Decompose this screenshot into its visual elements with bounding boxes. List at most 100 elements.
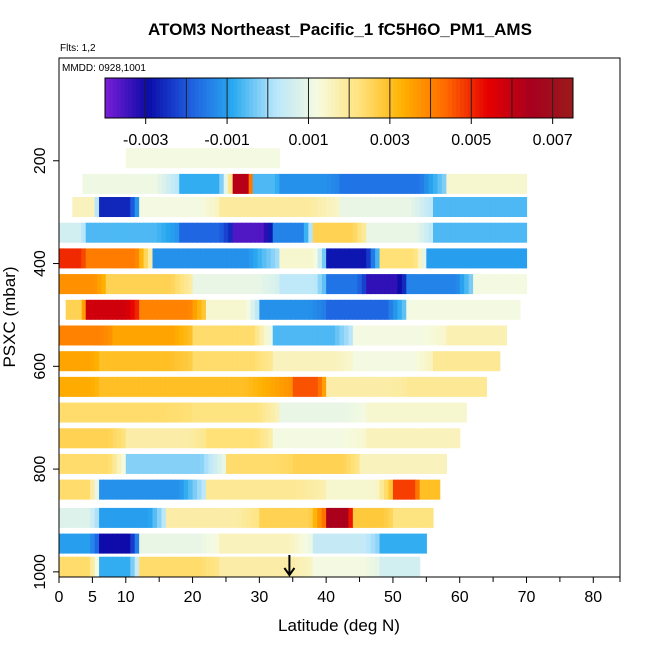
heatmap-cell	[317, 479, 323, 500]
heatmap-cell	[268, 533, 274, 554]
heatmap-cell	[290, 428, 296, 449]
heatmap-cell	[148, 533, 154, 554]
heatmap-cell	[250, 325, 256, 346]
heatmap-cell	[212, 453, 218, 474]
heatmap-cell	[366, 479, 372, 500]
heatmap-cell	[148, 479, 154, 500]
heatmap-cell	[441, 274, 447, 295]
heatmap-cell	[397, 556, 403, 577]
heatmap-cell	[299, 325, 305, 346]
heatmap-cell	[459, 274, 465, 295]
heatmap-cell	[463, 299, 469, 320]
heatmap-cell	[270, 274, 276, 295]
heatmap-cell	[201, 274, 207, 295]
heatmap-cell	[346, 453, 352, 474]
heatmap-cell	[392, 376, 398, 397]
heatmap-cell	[330, 222, 336, 243]
heatmap-cell	[359, 453, 365, 474]
heatmap-cell	[67, 325, 73, 346]
heatmap-cell	[244, 248, 250, 269]
heatmap-cell	[337, 453, 343, 474]
heatmap-cell	[313, 274, 319, 295]
heatmap-cell	[272, 299, 278, 320]
heatmap-cell	[156, 402, 163, 423]
heatmap-cell	[162, 274, 168, 295]
heatmap-cell	[197, 325, 203, 346]
heatmap-cell	[85, 453, 91, 474]
heatmap-cell	[138, 376, 144, 397]
heatmap-cell	[148, 222, 154, 243]
heatmap-cell	[370, 351, 376, 372]
heatmap-cell	[433, 274, 439, 295]
heatmap-cell	[170, 556, 176, 577]
heatmap-cell	[121, 428, 127, 449]
colorbar-swatch	[190, 78, 196, 118]
heatmap-cell	[313, 376, 319, 397]
heatmap-cell	[504, 274, 510, 295]
heatmap-cell	[99, 325, 105, 346]
heatmap-cell	[339, 222, 345, 243]
heatmap-cell	[116, 222, 122, 243]
heatmap-cell	[303, 325, 309, 346]
heatmap-cell	[179, 222, 185, 243]
heatmap-cell	[103, 197, 109, 218]
heatmap-cell	[232, 222, 238, 243]
heatmap-cell	[397, 376, 403, 397]
heatmap-cell	[357, 533, 363, 554]
heatmap-cell	[152, 351, 158, 372]
colorbar-swatch	[280, 78, 285, 118]
heatmap-cell	[116, 351, 122, 372]
heatmap-cell	[99, 299, 105, 320]
heatmap-cell	[339, 533, 345, 554]
heatmap-cell	[117, 173, 123, 194]
heatmap-cell	[156, 533, 163, 554]
heatmap-cell	[286, 197, 292, 218]
heatmap-cell	[290, 197, 296, 218]
heatmap-cell	[90, 299, 96, 320]
heatmap-cell	[481, 197, 488, 218]
heatmap-cell	[384, 222, 390, 243]
heatmap-cell	[277, 325, 283, 346]
heatmap-cell	[277, 351, 283, 372]
heatmap-cell	[103, 222, 109, 243]
heatmap-cell	[148, 428, 154, 449]
heatmap-cell	[85, 222, 91, 243]
heatmap-cell	[263, 222, 269, 243]
heatmap-cell	[59, 428, 65, 449]
heatmap-cell	[169, 376, 175, 397]
heatmap-cell	[90, 479, 96, 500]
heatmap-cell	[370, 428, 376, 449]
heatmap-cell	[259, 325, 265, 346]
heatmap-cell	[200, 248, 206, 269]
heatmap-cell	[522, 197, 528, 218]
heatmap-cell	[428, 453, 434, 474]
heatmap-cell	[296, 274, 302, 295]
heatmap-cell	[357, 299, 363, 320]
heatmap-cell	[188, 173, 194, 194]
heatmap-cell	[59, 453, 65, 474]
heatmap-cell	[72, 507, 78, 528]
heatmap-cell	[428, 173, 434, 194]
heatmap-cell	[319, 453, 325, 474]
heatmap-cell	[85, 428, 91, 449]
heatmap-cell	[339, 325, 345, 346]
heatmap-cell	[263, 325, 269, 346]
heatmap-cell	[228, 197, 234, 218]
heatmap-cell	[239, 376, 245, 397]
heatmap-cell	[297, 453, 303, 474]
heatmap-cell	[357, 479, 363, 500]
heatmap-cell	[156, 248, 162, 269]
heatmap-cell	[173, 376, 179, 397]
heatmap-cell	[72, 556, 78, 577]
heatmap-cell	[139, 533, 145, 554]
heatmap-cell	[286, 507, 292, 528]
colorbar-swatch	[175, 78, 180, 118]
colorbar-swatch	[183, 78, 188, 118]
date-label: MMDD: 0928,1001	[62, 63, 146, 74]
heatmap-cell	[183, 402, 189, 423]
heatmap-cell	[246, 507, 252, 528]
heatmap-cell	[170, 222, 176, 243]
heatmap-cell	[388, 479, 394, 500]
heatmap-cell	[392, 428, 398, 449]
colorbar-swatch	[300, 78, 305, 118]
